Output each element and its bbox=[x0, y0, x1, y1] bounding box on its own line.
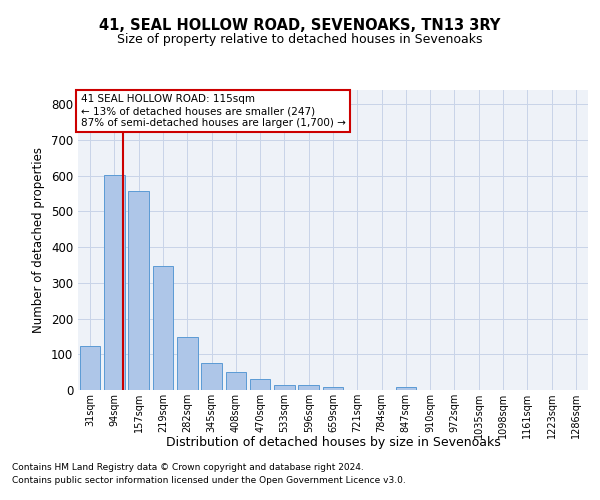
Bar bbox=[201, 363, 222, 390]
Bar bbox=[128, 191, 149, 390]
Bar bbox=[274, 385, 295, 390]
Bar bbox=[298, 386, 319, 390]
Text: 41 SEAL HOLLOW ROAD: 115sqm
← 13% of detached houses are smaller (247)
87% of se: 41 SEAL HOLLOW ROAD: 115sqm ← 13% of det… bbox=[80, 94, 346, 128]
Bar bbox=[395, 387, 416, 390]
Text: 41, SEAL HOLLOW ROAD, SEVENOAKS, TN13 3RY: 41, SEAL HOLLOW ROAD, SEVENOAKS, TN13 3R… bbox=[100, 18, 500, 32]
Bar bbox=[104, 176, 125, 390]
Bar bbox=[226, 372, 246, 390]
Bar bbox=[177, 337, 197, 390]
Bar bbox=[152, 266, 173, 390]
Text: Distribution of detached houses by size in Sevenoaks: Distribution of detached houses by size … bbox=[166, 436, 500, 449]
Bar bbox=[250, 380, 271, 390]
Bar bbox=[323, 387, 343, 390]
Y-axis label: Number of detached properties: Number of detached properties bbox=[32, 147, 46, 333]
Text: Contains public sector information licensed under the Open Government Licence v3: Contains public sector information licen… bbox=[12, 476, 406, 485]
Bar bbox=[80, 346, 100, 390]
Text: Contains HM Land Registry data © Crown copyright and database right 2024.: Contains HM Land Registry data © Crown c… bbox=[12, 464, 364, 472]
Text: Size of property relative to detached houses in Sevenoaks: Size of property relative to detached ho… bbox=[117, 32, 483, 46]
